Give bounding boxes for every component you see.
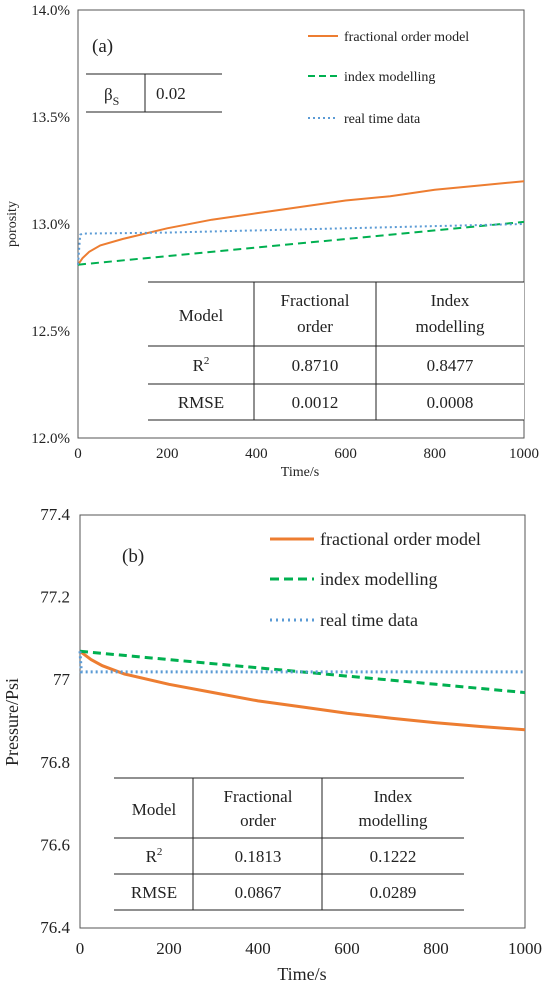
series-line-dashed-a xyxy=(77,220,525,266)
legend-label-real: real time data xyxy=(344,112,421,127)
table-b-row-r2-label: R2 xyxy=(146,846,163,866)
x-axis-label-a: Time/s xyxy=(281,465,319,480)
x-tick-label-a: 400 xyxy=(245,446,268,462)
table-b-header-index-2: modelling xyxy=(359,811,428,830)
table-b-header-index: Index xyxy=(374,787,413,806)
x-tick-label-b: 600 xyxy=(334,939,360,958)
table-b-rmse-index: 0.0289 xyxy=(370,883,417,902)
table-b-row-rmse-label: RMSE xyxy=(131,883,177,902)
legend-label-fractional-b: fractional order model xyxy=(320,529,481,549)
y-tick-label-b: 77.2 xyxy=(40,588,70,607)
table-a-header-index-2: modelling xyxy=(416,317,485,336)
x-tick-label-a: 200 xyxy=(156,446,179,462)
metrics-table-a: Model Fractional order Index modelling R… xyxy=(148,281,524,421)
param-table: βS 0.02 xyxy=(86,73,222,113)
panel-b: 76.4 76.6 76.8 77 77.2 77.4 0 200 400 600 800 1000… xyxy=(2,505,542,984)
table-b-header-fractional-2: order xyxy=(240,811,276,830)
table-b-header-fractional: Fractional xyxy=(224,787,293,806)
legend-b: fractional order model index modelling r… xyxy=(270,529,481,630)
y-tick-label-a: 12.0% xyxy=(31,431,70,447)
table-a-row-rmse-label: RMSE xyxy=(178,393,224,412)
y-axis-label-b: Pressure/Psi xyxy=(2,678,22,766)
y-tick-label-b: 76.6 xyxy=(40,835,70,854)
table-a-header-index: Index xyxy=(431,291,470,310)
x-tick-label-a: 800 xyxy=(424,446,447,462)
panel-a: 12.0% 12.5% 13.0% 13.5% 14.0% 0 200 400 600 800 1… xyxy=(5,3,539,480)
series-line-dotted-a xyxy=(77,223,525,265)
y-tick-label-a: 14.0% xyxy=(31,3,70,19)
legend-label-index-b: index modelling xyxy=(320,569,437,589)
series-line-solid-b xyxy=(79,650,526,732)
y-tick-label-b: 76.8 xyxy=(40,753,70,772)
series-line-solid-a xyxy=(77,180,525,266)
param-value: 0.02 xyxy=(156,84,186,103)
table-b-r2-index: 0.1222 xyxy=(370,847,417,866)
x-tick-label-b: 800 xyxy=(423,939,449,958)
y-tick-label-b: 76.4 xyxy=(40,918,70,937)
y-tick-label-a: 13.5% xyxy=(31,110,70,126)
table-a-r2-fractional: 0.8710 xyxy=(292,356,339,375)
metrics-table-b: Model Fractional order Index modelling R… xyxy=(114,777,464,911)
table-a-row-r2-label: R2 xyxy=(193,355,210,375)
param-label: βS xyxy=(104,85,119,108)
x-axis-label-b: Time/s xyxy=(277,964,326,984)
panel-label-b: (b) xyxy=(122,546,144,567)
table-b-header-model: Model xyxy=(132,800,177,819)
table-a-header-fractional-2: order xyxy=(297,317,333,336)
x-tick-label-b: 200 xyxy=(156,939,182,958)
x-tick-label-a: 600 xyxy=(334,446,357,462)
table-a-rmse-fractional: 0.0012 xyxy=(292,393,339,412)
x-tick-label-b: 1000 xyxy=(508,939,542,958)
table-a-r2-index: 0.8477 xyxy=(427,356,474,375)
y-tick-label-b: 77 xyxy=(53,670,71,689)
table-a-rmse-index: 0.0008 xyxy=(427,393,474,412)
y-tick-label-a: 13.0% xyxy=(31,217,70,233)
y-tick-label-b: 77.4 xyxy=(40,505,70,524)
y-tick-label-a: 12.5% xyxy=(31,324,70,340)
legend-label-real-b: real time data xyxy=(320,610,418,630)
legend-label-index: index modelling xyxy=(344,70,435,85)
x-tick-label-a: 1000 xyxy=(509,446,539,462)
panel-label-a: (a) xyxy=(92,36,113,57)
x-tick-label-b: 400 xyxy=(245,939,271,958)
legend-a: fractional order model index modelling r… xyxy=(308,30,469,127)
table-b-r2-fractional: 0.1813 xyxy=(235,847,282,866)
y-axis-label-a: porosity xyxy=(5,201,20,247)
series-line-dotted-b xyxy=(78,651,525,674)
x-tick-label-b: 0 xyxy=(76,939,85,958)
legend-label-fractional: fractional order model xyxy=(344,30,469,45)
table-a-header-model: Model xyxy=(179,306,224,325)
table-a-header-fractional: Fractional xyxy=(281,291,350,310)
x-tick-label-a: 0 xyxy=(74,446,82,462)
table-b-rmse-fractional: 0.0867 xyxy=(235,883,282,902)
